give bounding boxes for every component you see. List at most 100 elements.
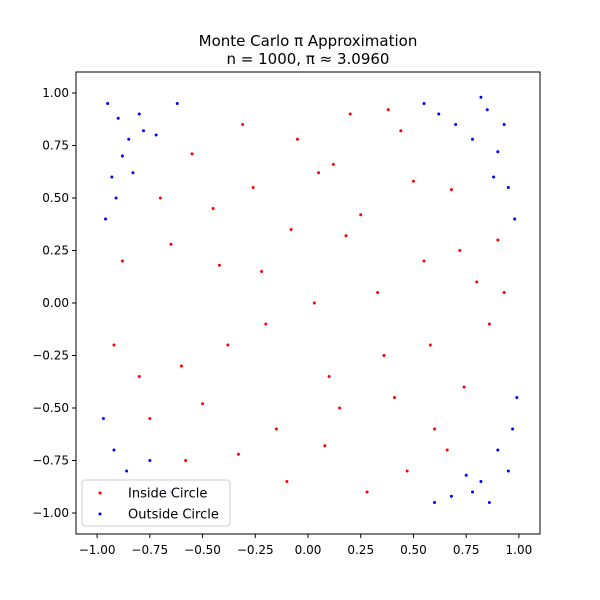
outside-point bbox=[120, 154, 124, 158]
outside-point bbox=[437, 112, 441, 116]
inside-circle-points bbox=[112, 108, 506, 494]
outside-point bbox=[511, 427, 515, 431]
y-tick-label: 0.75 bbox=[42, 139, 69, 153]
inside-point bbox=[137, 375, 141, 378]
inside-point bbox=[120, 259, 124, 263]
inside-point bbox=[289, 228, 293, 231]
outside-point bbox=[449, 494, 453, 498]
x-tick-label: 0.50 bbox=[400, 543, 427, 557]
outside-point bbox=[479, 95, 483, 99]
inside-point bbox=[158, 196, 162, 200]
outside-point bbox=[506, 186, 510, 189]
legend: Inside Circle Outside Circle bbox=[81, 479, 231, 527]
outside-point bbox=[487, 501, 491, 504]
outside-point bbox=[131, 171, 135, 175]
inside-point bbox=[217, 263, 221, 267]
inside-point bbox=[190, 152, 194, 156]
legend-box bbox=[81, 479, 231, 527]
legend-label-outside: Outside Circle bbox=[128, 508, 219, 523]
inside-point bbox=[399, 129, 403, 133]
inside-point bbox=[169, 242, 173, 246]
y-tick-label: 0.00 bbox=[42, 296, 69, 310]
x-tick-label: −0.75 bbox=[131, 543, 168, 557]
inside-point bbox=[260, 270, 264, 273]
outside-point bbox=[422, 102, 426, 105]
outside-point bbox=[502, 123, 506, 126]
inside-point bbox=[264, 322, 268, 326]
inside-point bbox=[285, 480, 289, 483]
outside-point bbox=[116, 116, 120, 120]
inside-point bbox=[226, 343, 230, 347]
outside-point bbox=[454, 123, 458, 126]
outside-point bbox=[148, 459, 152, 462]
inside-point bbox=[295, 137, 299, 141]
outside-point bbox=[496, 448, 500, 452]
inside-point bbox=[148, 417, 152, 420]
inside-point bbox=[487, 322, 491, 326]
outside-point bbox=[433, 501, 437, 504]
inside-point bbox=[433, 427, 437, 431]
inside-point bbox=[312, 301, 316, 305]
outside-point bbox=[125, 469, 129, 473]
inside-point bbox=[502, 291, 506, 294]
outside-point bbox=[127, 137, 131, 141]
inside-point bbox=[376, 291, 380, 294]
outside-point bbox=[110, 175, 114, 179]
inside-point bbox=[411, 179, 415, 183]
outside-point bbox=[141, 129, 145, 133]
outside-point bbox=[506, 469, 510, 473]
inside-point bbox=[449, 188, 453, 192]
y-tick-label: 1.00 bbox=[42, 86, 69, 100]
outside-point bbox=[485, 108, 489, 112]
x-axis-ticks: −1.00 −0.75 −0.50 −0.25 0.00 0.25 0.50 0.75 1.00 bbox=[79, 534, 533, 557]
outside-point bbox=[175, 102, 179, 105]
y-tick-label: −0.50 bbox=[32, 401, 69, 415]
inside-point bbox=[359, 213, 363, 217]
y-tick-label: 0.50 bbox=[42, 191, 69, 205]
inside-point bbox=[327, 375, 331, 378]
x-tick-label: 0.75 bbox=[453, 543, 480, 557]
inside-point bbox=[211, 207, 215, 210]
outside-point bbox=[479, 480, 483, 483]
inside-point bbox=[462, 385, 466, 389]
inside-point bbox=[112, 343, 116, 347]
inside-point bbox=[405, 469, 409, 473]
outside-point bbox=[106, 102, 110, 105]
inside-point bbox=[422, 259, 426, 263]
inside-point bbox=[251, 186, 255, 189]
outside-point bbox=[154, 133, 158, 137]
inside-point bbox=[323, 444, 327, 448]
inside-point bbox=[386, 108, 390, 112]
inside-point bbox=[236, 452, 240, 456]
outside-point bbox=[492, 175, 496, 179]
inside-point bbox=[184, 459, 188, 462]
chart-title: Monte Carlo π Approximation bbox=[199, 32, 418, 50]
x-tick-label: −0.50 bbox=[184, 543, 221, 557]
x-tick-label: 0.00 bbox=[295, 543, 322, 557]
outside-point bbox=[513, 217, 517, 221]
inside-point bbox=[475, 280, 479, 284]
y-tick-label: 0.25 bbox=[42, 244, 69, 258]
inside-point bbox=[241, 123, 245, 126]
inside-point bbox=[348, 112, 352, 116]
inside-point bbox=[201, 402, 205, 406]
outside-point bbox=[471, 137, 475, 141]
chart-subtitle: n = 1000, π ≈ 3.0960 bbox=[227, 50, 390, 68]
outside-point bbox=[496, 150, 500, 154]
inside-point bbox=[365, 490, 369, 494]
outside-point bbox=[471, 490, 475, 494]
inside-point bbox=[331, 162, 335, 166]
x-tick-label: 0.25 bbox=[347, 543, 374, 557]
legend-label-inside: Inside Circle bbox=[128, 487, 207, 502]
inside-point bbox=[274, 427, 278, 431]
outside-point bbox=[464, 473, 468, 477]
outside-point bbox=[515, 396, 519, 399]
inside-point bbox=[179, 364, 183, 368]
outside-point bbox=[112, 448, 116, 452]
y-axis-ticks: −1.00 −0.75 −0.50 −0.25 0.00 0.25 0.50 0.75 1.00 bbox=[32, 86, 76, 520]
inside-point bbox=[344, 234, 348, 238]
x-tick-label: −1.00 bbox=[79, 543, 116, 557]
x-tick-label: 1.00 bbox=[506, 543, 533, 557]
outside-point bbox=[137, 112, 141, 116]
